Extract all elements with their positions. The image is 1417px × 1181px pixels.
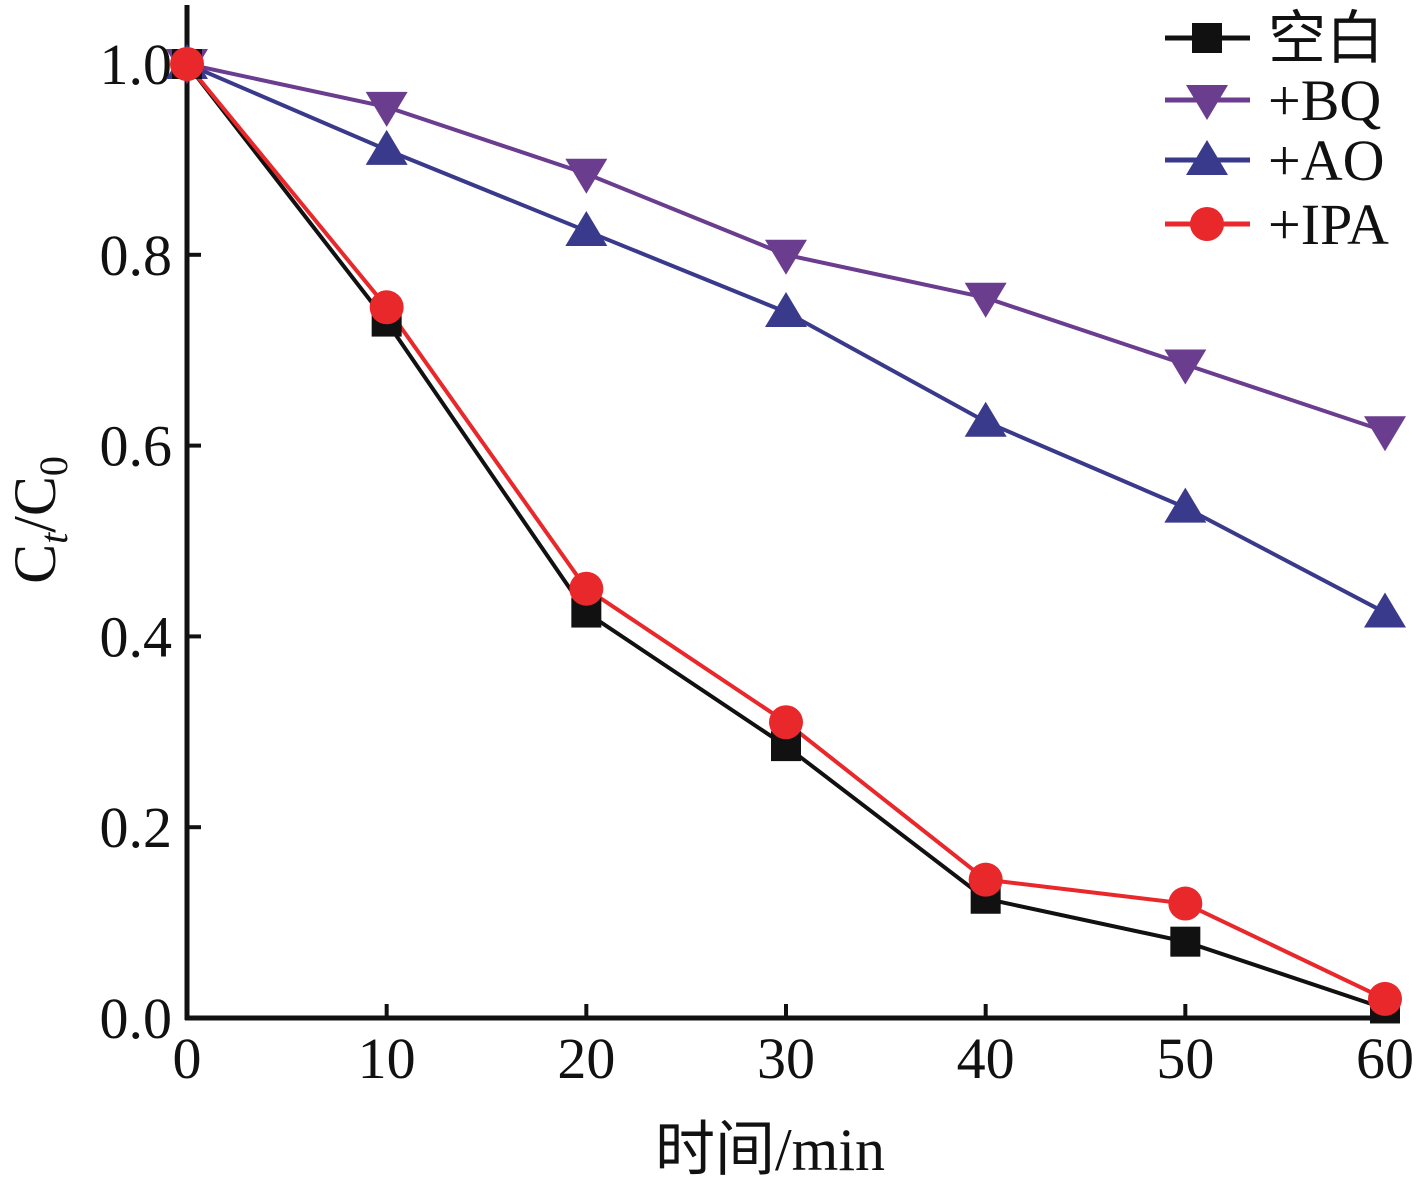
- x-tick-label: 10: [358, 1026, 416, 1091]
- legend: 空白+BQ+AO+IPA: [1165, 6, 1389, 257]
- data-point: [565, 210, 608, 246]
- data-point: [964, 282, 1007, 318]
- y-tick-label: 0.4: [100, 604, 173, 669]
- data-point: [1164, 487, 1207, 523]
- x-tick-label: 40: [957, 1026, 1015, 1091]
- x-tick-label: 60: [1356, 1026, 1414, 1091]
- data-point: [1170, 926, 1201, 957]
- data-point: [1364, 592, 1406, 628]
- legend-marker: [1186, 140, 1228, 175]
- data-point: [369, 290, 404, 325]
- data-point: [170, 47, 204, 81]
- axes: [184, 5, 1400, 1021]
- y-tick-label: 0.0: [100, 986, 173, 1051]
- x-tick-label: 50: [1156, 1026, 1214, 1091]
- legend-label: +AO: [1268, 128, 1384, 193]
- data-point: [765, 239, 807, 275]
- series-line: [185, 62, 1386, 1001]
- legend-marker: [1192, 23, 1222, 53]
- y-tick-label: 0.2: [100, 795, 173, 860]
- series-markers: [166, 44, 1406, 1024]
- data-point: [1368, 981, 1402, 1016]
- data-point: [1168, 886, 1203, 921]
- legend-marker: [1186, 85, 1228, 120]
- ticks: 0 10 20 30 40 50 60 0.0 0.2 0.4 0.6 0.8 1.0: [100, 32, 1415, 1091]
- legend-label: 空白: [1268, 6, 1384, 71]
- data-point: [765, 292, 807, 328]
- data-point: [769, 705, 803, 740]
- y-tick-label: 0.8: [100, 223, 173, 288]
- data-point: [1164, 349, 1207, 385]
- series-lines: [185, 62, 1386, 1011]
- series-line: [185, 62, 1386, 1011]
- x-axis-title: 时间/min: [655, 1117, 885, 1181]
- y-tick-label: 0.6: [100, 414, 173, 479]
- data-point: [365, 91, 408, 127]
- legend-label: +BQ: [1268, 68, 1381, 133]
- data-point: [1364, 416, 1406, 452]
- data-point: [569, 571, 604, 606]
- legend-marker: [1190, 207, 1224, 241]
- data-point: [968, 862, 1003, 897]
- data-point: [365, 129, 408, 165]
- y-axis-title: Ct/C0: [2, 456, 76, 584]
- y-tick-label: 1.0: [100, 32, 173, 97]
- data-point: [964, 401, 1007, 437]
- data-point: [565, 158, 608, 194]
- legend-label: +IPA: [1268, 192, 1389, 257]
- x-tick-label: 0: [173, 1026, 202, 1091]
- x-tick-label: 30: [757, 1026, 815, 1091]
- x-tick-label: 20: [557, 1026, 615, 1091]
